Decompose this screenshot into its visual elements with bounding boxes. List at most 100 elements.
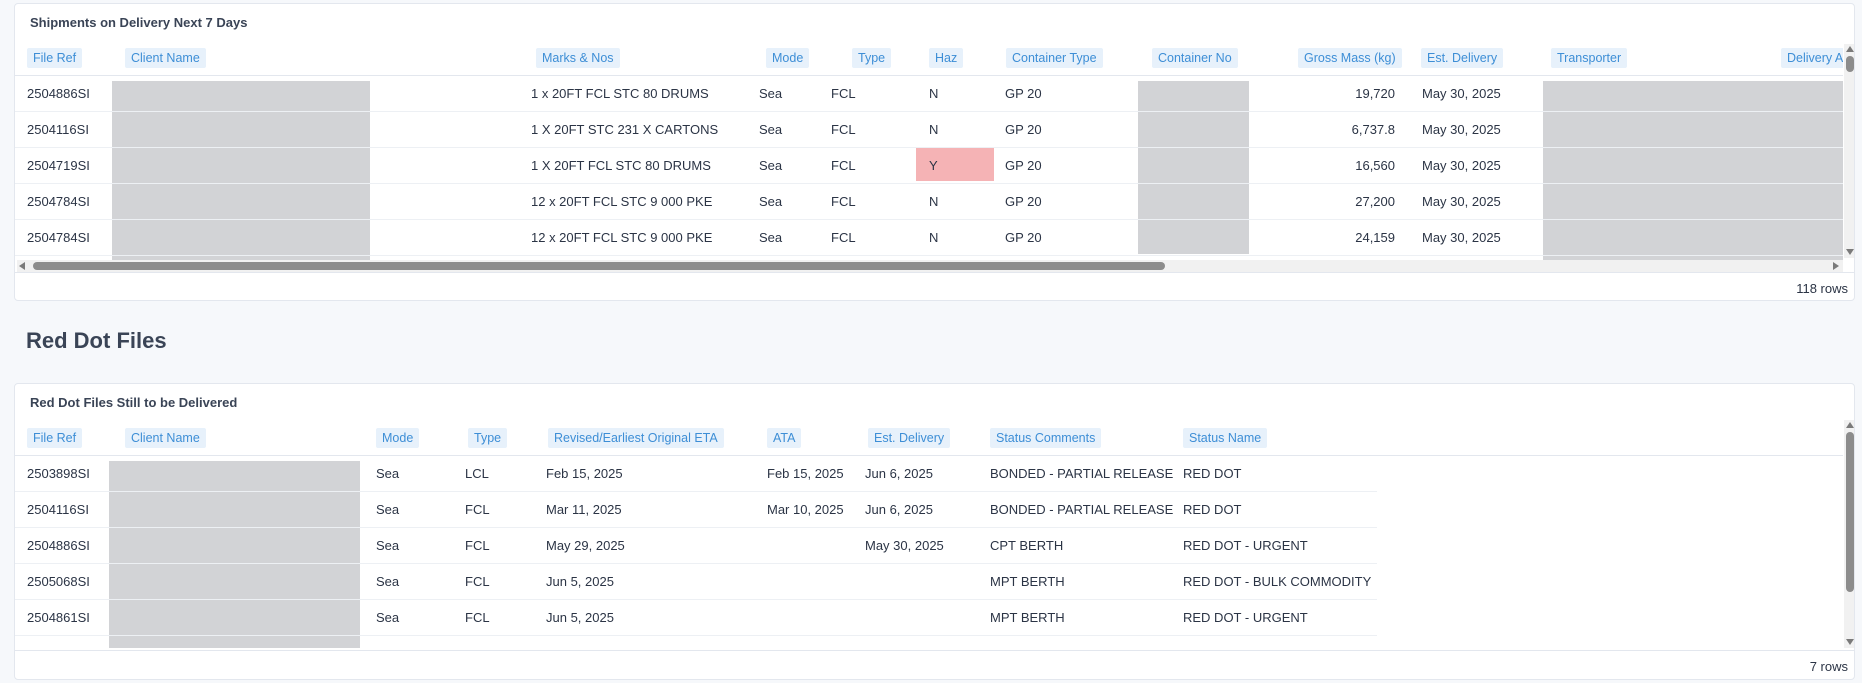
cell-mode: Sea [759,158,783,173]
table-row[interactable]: 2504116SI 1 X 20FT STC 231 X CARTONS Sea… [15,112,1843,148]
cell-status-comments: CPT BERTH [990,538,1064,553]
cell-file-ref: 2504116SI [27,502,89,517]
shipments-row-count: 118 rows [1796,281,1848,296]
table-row[interactable]: 2504116SI Sea FCL Mar 11, 2025 Mar 10, 2… [15,492,1377,528]
cell-eta: Feb 15, 2025 [546,466,623,481]
shipments-grid: File Ref Client Name Marks & Nos Mode Ty… [15,40,1843,260]
cell-ata: Mar 10, 2025 [767,502,844,517]
cell-status-name: RED DOT [1183,502,1242,517]
table-row[interactable]: 2504784SI 12 x 20FT FCL STC 9 000 PKE Se… [15,184,1843,220]
table-row[interactable]: 2505068SI Sea FCL Jun 5, 2025 MPT BERTH … [15,564,1377,600]
haz-highlight [916,147,994,181]
col-delivery-a[interactable]: Delivery A [1781,48,1843,68]
cell-status-name: RED DOT - URGENT [1183,610,1308,625]
red-dot-vertical-scrollbar[interactable] [1844,420,1854,648]
col-gross-mass[interactable]: Gross Mass (kg) [1298,48,1402,68]
cell-marks: 1 x 20FT FCL STC 80 DRUMS [531,86,709,101]
cell-container-type: GP 20 [1005,122,1042,137]
col-mode[interactable]: Mode [376,428,420,448]
cell-est-delivery: May 30, 2025 [1422,86,1501,101]
cell-mode: Sea [759,122,783,137]
col-haz[interactable]: Haz [929,48,964,68]
table-row[interactable]: 2504719SI 1 X 20FT FCL STC 80 DRUMS Sea … [15,148,1843,184]
col-est-delivery[interactable]: Est. Delivery [868,428,951,448]
cell-mode: Sea [759,194,783,209]
red-dot-footer: 7 rows [15,650,1854,679]
cell-mode: Sea [376,538,400,553]
col-type[interactable]: Type [852,48,892,68]
col-est-delivery[interactable]: Est. Delivery [1421,48,1504,68]
col-revised-eta[interactable]: Revised/Earliest Original ETA [548,428,724,448]
col-container-no[interactable]: Container No [1152,48,1238,68]
col-marks-nos[interactable]: Marks & Nos [536,48,620,68]
cell-type: FCL [465,610,490,625]
cell-ata: Feb 15, 2025 [767,466,844,481]
shipments-horizontal-scrollbar[interactable] [17,260,1843,272]
cell-eta: Jun 7, 2025 [546,636,614,648]
col-file-ref[interactable]: File Ref [27,428,83,448]
cell-mode: Sea [376,636,399,648]
table-row[interactable]: 2504886SI 1 x 20FT FCL STC 80 DRUMS Sea … [15,76,1843,112]
section-title: Red Dot Files [26,328,167,353]
vertical-scroll-thumb[interactable] [1846,432,1854,592]
col-ata[interactable]: ATA [767,428,802,448]
cell-type: FCL [831,230,856,245]
col-status-name[interactable]: Status Name [1183,428,1268,448]
table-row[interactable]: 2504861SI Sea FCL Jun 5, 2025 MPT BERTH … [15,600,1377,636]
cell-mode: Sea [376,466,400,481]
cell-status-name: RED DOT [1183,466,1242,481]
red-dot-row-count: 7 rows [1809,659,1848,674]
scroll-down-icon[interactable] [1846,249,1854,255]
shipments-title: Shipments on Delivery Next 7 Days [30,15,248,30]
col-client-name[interactable]: Client Name [125,428,206,448]
cell-gross-mass: 16,560 [1355,158,1395,173]
scroll-down-icon[interactable] [1846,639,1854,645]
col-file-ref[interactable]: File Ref [27,48,83,68]
col-mode[interactable]: Mode [766,48,810,68]
cell-type: FCL [465,574,490,589]
cell-mode: Sea [376,610,400,625]
cell-haz: N [929,122,939,137]
red-dot-card: Red Dot Files Still to be Delivered File… [14,383,1855,680]
cell-mode: Sea [376,502,400,517]
cell-status-name: RED DOT - URGENT [1183,636,1308,648]
cell-est-delivery: May 30, 2025 [1422,194,1501,209]
transporter-redacted [1543,81,1843,260]
cell-gross-mass: 24,159 [1355,230,1395,245]
cell-file-ref: 2505032SI [27,636,90,648]
cell-est-delivery: Jun 6, 2025 [865,502,933,517]
table-row[interactable]: 2504784SI 12 x 20FT FCL STC 9 000 PKE Se… [15,220,1843,256]
cell-eta: Mar 11, 2025 [546,502,622,517]
cell-status-comments: BONDED - PARTIAL RELEASE [990,502,1174,517]
scroll-up-icon[interactable] [1846,422,1854,428]
red-dot-header: File Ref Client Name Mode Type Revised/E… [15,420,1843,456]
cell-haz: Y [929,158,938,173]
table-row[interactable]: 2505032SI Sea FCL Jun 7, 2025 PIER 1 BER… [15,636,1377,648]
scroll-right-icon[interactable] [1833,262,1839,270]
horizontal-scroll-thumb[interactable] [33,262,1165,270]
vertical-scroll-thumb[interactable] [1846,56,1854,72]
col-status-comments[interactable]: Status Comments [990,428,1102,448]
col-container-type[interactable]: Container Type [1006,48,1103,68]
scroll-up-icon[interactable] [1846,46,1854,52]
client-name-redacted [112,81,370,260]
cell-est-delivery: May 30, 2025 [1422,158,1501,173]
cell-mode: Sea [376,574,400,589]
scroll-left-icon[interactable] [19,262,25,270]
cell-status-name: RED DOT - URGENT [1183,538,1308,553]
cell-file-ref: 2504719SI [27,158,90,173]
shipments-card: Shipments on Delivery Next 7 Days File R… [14,3,1855,301]
col-transporter[interactable]: Transporter [1551,48,1628,68]
cell-eta: Jun 5, 2025 [546,610,614,625]
cell-haz: N [929,230,939,245]
table-row[interactable]: 2503898SI Sea LCL Feb 15, 2025 Feb 15, 2… [15,456,1377,492]
table-row[interactable]: 2504886SI Sea FCL May 29, 2025 May 30, 2… [15,528,1377,564]
col-type[interactable]: Type [468,428,508,448]
cell-haz: N [929,86,939,101]
col-client-name[interactable]: Client Name [125,48,206,68]
cell-file-ref: 2504784SI [27,194,90,209]
red-dot-title: Red Dot Files Still to be Delivered [30,395,238,410]
cell-haz: N [929,194,939,209]
shipments-vertical-scrollbar[interactable] [1844,44,1854,258]
cell-est-delivery: May 30, 2025 [865,538,944,553]
